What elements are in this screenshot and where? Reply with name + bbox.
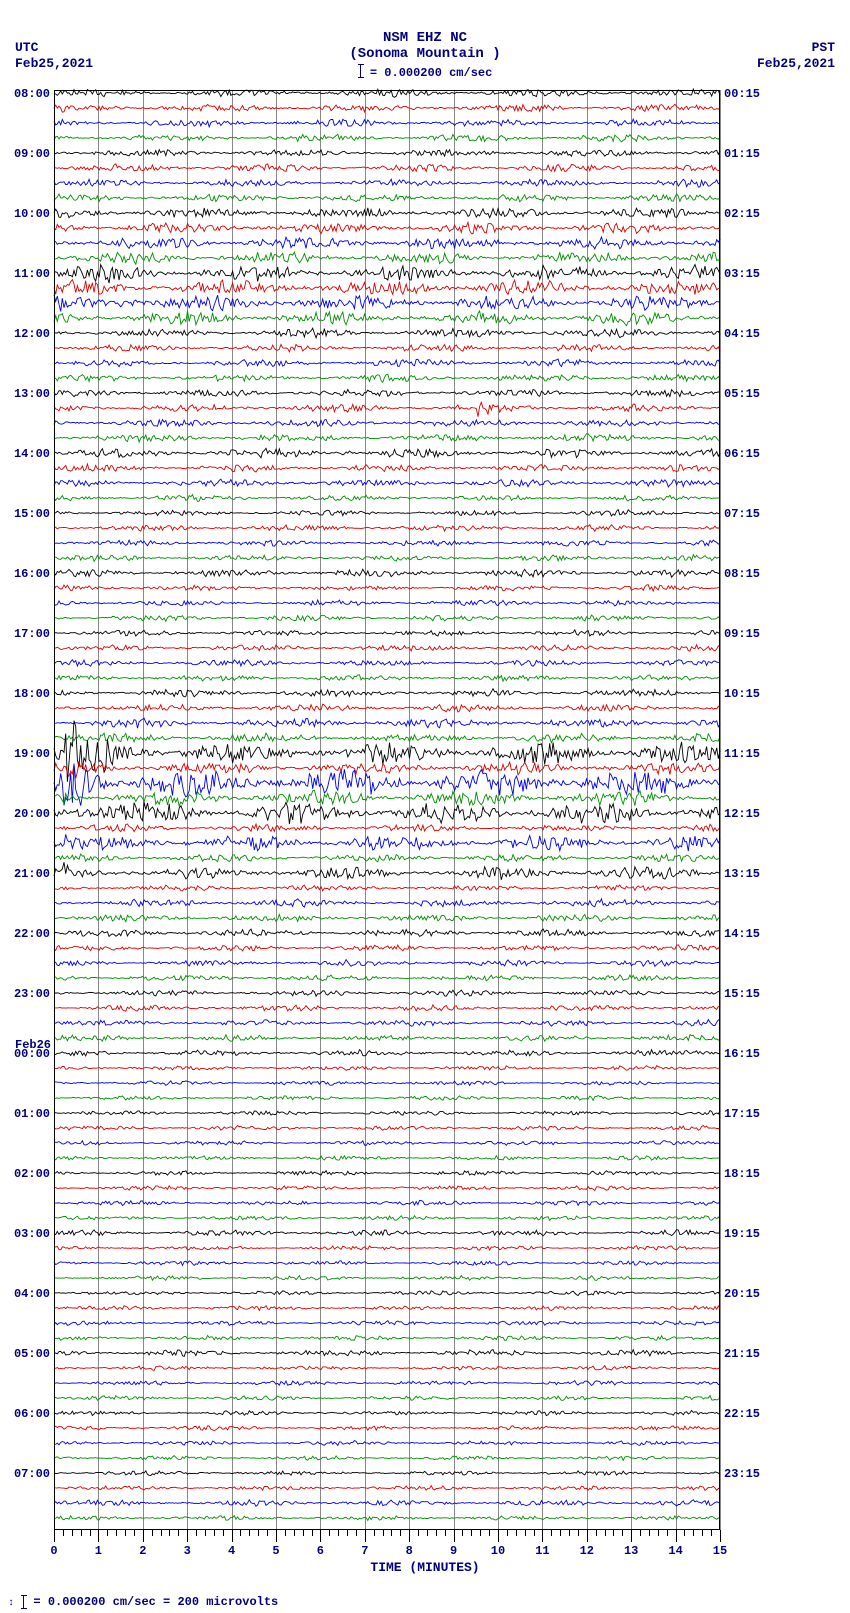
utc-time-label: 05:00 (14, 1347, 50, 1361)
pst-time-label: 07:15 (724, 507, 760, 521)
pst-time-label: 13:15 (724, 867, 760, 881)
pst-time-label: 06:15 (724, 447, 760, 461)
x-tick-label: 8 (406, 1544, 413, 1558)
tz-right: PST (812, 40, 835, 55)
date-right: Feb25,2021 (757, 56, 835, 71)
date-left: Feb25,2021 (15, 56, 93, 71)
pst-time-label: 16:15 (724, 1047, 760, 1061)
utc-time-label: 17:00 (14, 627, 50, 641)
pst-time-label: 04:15 (724, 327, 760, 341)
pst-time-label: 21:15 (724, 1347, 760, 1361)
x-tick-label: 2 (139, 1544, 146, 1558)
x-tick-label: 10 (491, 1544, 505, 1558)
x-tick-label: 3 (184, 1544, 191, 1558)
x-tick-label: 14 (668, 1544, 682, 1558)
pst-time-label: 20:15 (724, 1287, 760, 1301)
x-tick-label: 4 (228, 1544, 235, 1558)
utc-time-label: 09:00 (14, 147, 50, 161)
utc-time-label: 12:00 (14, 327, 50, 341)
pst-time-label: 00:15 (724, 87, 760, 101)
x-tick-label: 13 (624, 1544, 638, 1558)
seismogram-plot (54, 90, 720, 1530)
utc-time-label: 16:00 (14, 567, 50, 581)
pst-time-label: 08:15 (724, 567, 760, 581)
pst-time-label: 09:15 (724, 627, 760, 641)
utc-time-label: 04:00 (14, 1287, 50, 1301)
x-tick-label: 9 (450, 1544, 457, 1558)
utc-time-label: 19:00 (14, 747, 50, 761)
utc-time-label: 22:00 (14, 927, 50, 941)
utc-time-label: 08:00 (14, 87, 50, 101)
x-tick-label: 1 (95, 1544, 102, 1558)
scale-label: = 0.000200 cm/sec (0, 66, 850, 80)
utc-time-label: 23:00 (14, 987, 50, 1001)
utc-time-label: 18:00 (14, 687, 50, 701)
utc-time-label: 07:00 (14, 1467, 50, 1481)
x-tick-label: 7 (361, 1544, 368, 1558)
pst-time-label: 10:15 (724, 687, 760, 701)
station-subtitle: (Sonoma Mountain ) (0, 46, 850, 62)
pst-time-label: 11:15 (724, 747, 760, 761)
pst-time-label: 05:15 (724, 387, 760, 401)
utc-time-label: 01:00 (14, 1107, 50, 1121)
x-tick-label: 11 (535, 1544, 549, 1558)
x-axis-title: TIME (MINUTES) (0, 1560, 850, 1575)
pst-time-label: 14:15 (724, 927, 760, 941)
tz-left: UTC (15, 40, 38, 55)
x-tick-label: 5 (272, 1544, 279, 1558)
utc-time-label: 02:00 (14, 1167, 50, 1181)
footer-scale: ↕ = 0.000200 cm/sec = 200 microvolts (8, 1595, 278, 1609)
pst-time-label: 03:15 (724, 267, 760, 281)
utc-time-label: 14:00 (14, 447, 50, 461)
x-axis: 0123456789101112131415 (54, 1530, 720, 1560)
pst-time-label: 19:15 (724, 1227, 760, 1241)
pst-time-label: 18:15 (724, 1167, 760, 1181)
utc-time-label: 15:00 (14, 507, 50, 521)
pst-time-label: 12:15 (724, 807, 760, 821)
pst-time-label: 23:15 (724, 1467, 760, 1481)
date-marker-left: Feb26 (15, 1038, 51, 1052)
utc-time-label: 11:00 (14, 267, 50, 281)
utc-time-label: 20:00 (14, 807, 50, 821)
pst-time-label: 17:15 (724, 1107, 760, 1121)
utc-time-label: 10:00 (14, 207, 50, 221)
utc-time-label: 03:00 (14, 1227, 50, 1241)
pst-time-label: 02:15 (724, 207, 760, 221)
x-tick-label: 0 (50, 1544, 57, 1558)
x-tick-label: 12 (580, 1544, 594, 1558)
pst-time-label: 22:15 (724, 1407, 760, 1421)
station-title: NSM EHZ NC (0, 30, 850, 46)
pst-time-label: 15:15 (724, 987, 760, 1001)
utc-time-label: 13:00 (14, 387, 50, 401)
utc-time-label: 06:00 (14, 1407, 50, 1421)
pst-time-label: 01:15 (724, 147, 760, 161)
x-tick-label: 15 (713, 1544, 727, 1558)
utc-time-label: 21:00 (14, 867, 50, 881)
trace-row (54, 90, 720, 1530)
x-tick-label: 6 (317, 1544, 324, 1558)
